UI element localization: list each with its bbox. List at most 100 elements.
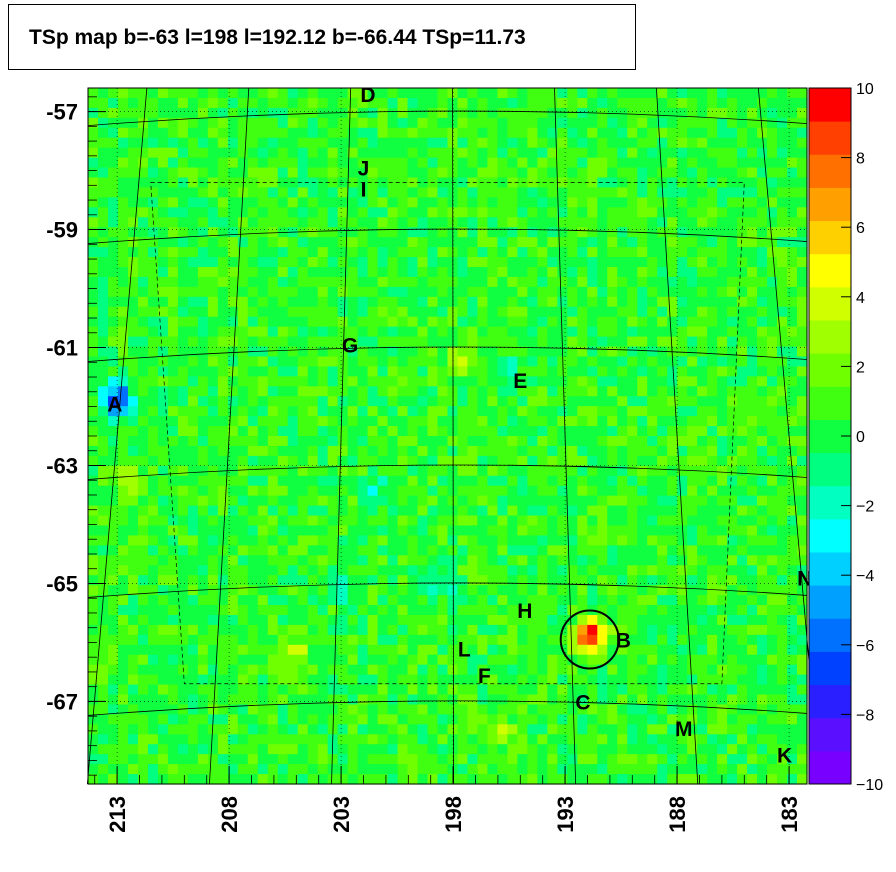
heatmap-cell: [147, 585, 159, 596]
heatmap-cell: [757, 276, 768, 288]
heatmap-cell: [227, 445, 239, 457]
heatmap-cell: [567, 704, 578, 715]
heatmap-cell: [157, 286, 169, 298]
heatmap-cell: [577, 634, 588, 646]
heatmap-cell: [367, 555, 379, 566]
heatmap-cell: [647, 555, 658, 566]
heatmap-cell: [267, 595, 279, 606]
heatmap-cell: [737, 704, 748, 715]
heatmap-cell: [217, 167, 229, 179]
heatmap-cell: [287, 605, 299, 616]
heatmap-cell: [767, 734, 778, 745]
heatmap-cell: [367, 545, 379, 556]
heatmap-cell: [557, 336, 568, 348]
heatmap-cell: [517, 237, 528, 248]
heatmap-cell: [97, 366, 109, 377]
heatmap-cell: [137, 535, 149, 546]
heatmap-cell: [167, 674, 179, 686]
heatmap-cell: [147, 654, 159, 666]
heatmap-cell: [387, 97, 399, 109]
heatmap-cell: [747, 575, 758, 586]
heatmap-cell: [707, 247, 718, 258]
heatmap-cell: [367, 286, 379, 298]
heatmap-cell: [317, 88, 329, 99]
heatmap-cell: [607, 734, 618, 745]
heatmap-cell: [677, 575, 688, 586]
heatmap-cell: [557, 634, 568, 646]
heatmap-cell: [387, 187, 399, 198]
heatmap-cell: [517, 495, 528, 507]
heatmap-cell: [707, 266, 718, 278]
heatmap-cell: [507, 336, 519, 348]
heatmap-cell: [537, 555, 548, 566]
heatmap-cell: [407, 754, 419, 765]
heatmap-cell: [607, 117, 618, 129]
heatmap-cell: [337, 147, 349, 159]
heatmap-cell: [517, 286, 528, 298]
heatmap-cell: [437, 346, 449, 358]
heatmap-cell: [797, 565, 808, 576]
heatmap-cell: [147, 207, 159, 218]
heatmap-cell: [207, 565, 219, 576]
heatmap-cell: [267, 485, 279, 497]
heatmap-cell: [317, 296, 329, 308]
heatmap-cell: [367, 565, 379, 576]
heatmap-cell: [697, 475, 708, 487]
heatmap-cell: [717, 276, 728, 288]
heatmap-cell: [767, 207, 778, 218]
heatmap-cell: [487, 535, 499, 546]
heatmap-cell: [147, 97, 159, 109]
heatmap-cell: [707, 694, 718, 706]
heatmap-cell: [287, 485, 299, 497]
heatmap-cell: [657, 595, 668, 606]
heatmap-cell: [507, 495, 519, 507]
heatmap-cell: [597, 416, 608, 427]
heatmap-cell: [407, 624, 419, 636]
heatmap-cell: [297, 97, 309, 109]
heatmap-cell: [747, 515, 758, 527]
heatmap-cell: [157, 217, 169, 228]
heatmap-cell: [657, 505, 668, 517]
heatmap-cell: [747, 316, 758, 328]
heatmap-cell: [777, 724, 788, 735]
heatmap-cell: [737, 366, 748, 377]
heatmap-cell: [137, 614, 149, 626]
heatmap-cell: [597, 515, 608, 527]
heatmap-cell: [677, 366, 688, 377]
heatmap-cell: [147, 346, 159, 358]
heatmap-cell: [427, 396, 439, 407]
heatmap-cell: [257, 157, 269, 169]
heatmap-cell: [387, 266, 399, 278]
heatmap-cell: [657, 286, 668, 298]
heatmap-cell: [507, 744, 519, 755]
heatmap-cell: [377, 177, 389, 189]
heatmap-cell: [107, 386, 119, 397]
heatmap-cell: [367, 396, 379, 407]
heatmap-cell: [407, 316, 419, 328]
heatmap-cell: [327, 744, 339, 755]
heatmap-cell: [527, 674, 538, 686]
heatmap-cell: [327, 147, 339, 159]
heatmap-cell: [567, 714, 578, 725]
heatmap-cell: [397, 336, 409, 348]
heatmap-cell: [697, 88, 708, 99]
heatmap-cell: [237, 286, 249, 298]
heatmap-cell: [537, 157, 548, 169]
heatmap-cell: [737, 426, 748, 437]
heatmap-cell: [147, 724, 159, 735]
heatmap-cell: [427, 336, 439, 348]
heatmap-cell: [427, 545, 439, 556]
heatmap-cell: [487, 505, 499, 517]
heatmap-cell: [737, 127, 748, 139]
heatmap-cell: [417, 485, 429, 497]
heatmap-cell: [707, 97, 718, 109]
heatmap-cell: [547, 177, 558, 189]
heatmap-cell: [387, 137, 399, 149]
heatmap-cell: [277, 475, 289, 487]
heatmap-cell: [247, 644, 259, 656]
heatmap-cell: [107, 734, 119, 745]
heatmap-cell: [577, 674, 588, 686]
heatmap-cell: [157, 326, 169, 338]
heatmap-cell: [517, 555, 528, 566]
heatmap-cell: [607, 555, 618, 566]
